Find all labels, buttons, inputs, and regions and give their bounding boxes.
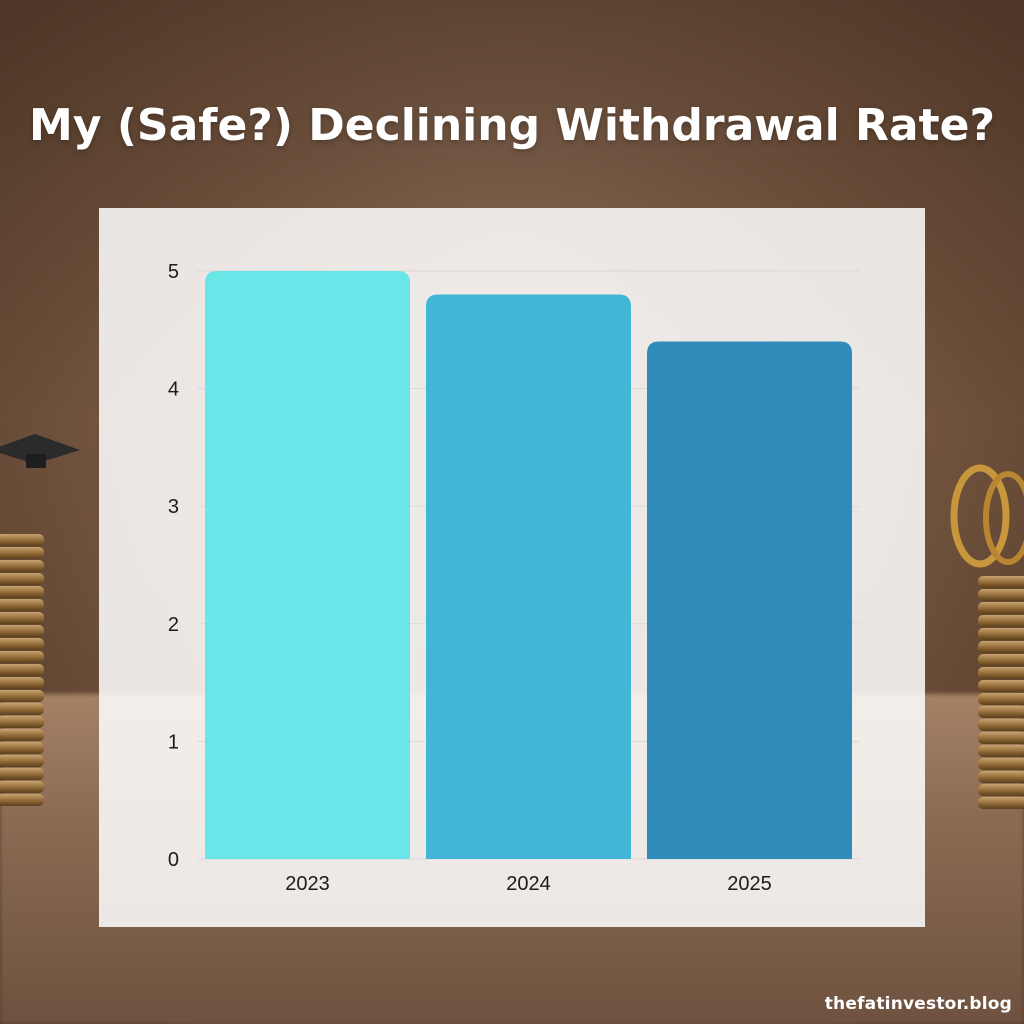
coin bbox=[0, 755, 44, 767]
coin bbox=[0, 781, 44, 793]
coin bbox=[0, 651, 44, 663]
coin bbox=[0, 547, 44, 559]
y-tick-label: 0 bbox=[168, 849, 179, 871]
y-tick-label: 3 bbox=[168, 496, 179, 518]
coin bbox=[978, 732, 1024, 744]
coin-stack-left bbox=[0, 534, 44, 807]
coin bbox=[978, 589, 1024, 601]
coin bbox=[978, 784, 1024, 796]
bar-2023 bbox=[205, 271, 410, 859]
graduation-cap-icon bbox=[0, 434, 80, 468]
coin-stack-right bbox=[978, 576, 1024, 810]
coin bbox=[978, 576, 1024, 588]
chart-panel: 0 1 2 3 4 5 2023 2024 2025 bbox=[99, 208, 925, 927]
x-tick-label: 2025 bbox=[727, 873, 772, 895]
coin bbox=[0, 534, 44, 546]
coin bbox=[978, 680, 1024, 692]
coin bbox=[978, 615, 1024, 627]
x-tick-label: 2024 bbox=[506, 873, 551, 895]
coin bbox=[978, 654, 1024, 666]
coin bbox=[0, 703, 44, 715]
coin bbox=[0, 677, 44, 689]
coin bbox=[978, 797, 1024, 809]
coin bbox=[0, 573, 44, 585]
coin bbox=[978, 628, 1024, 640]
coin bbox=[978, 667, 1024, 679]
coin bbox=[978, 641, 1024, 653]
coin bbox=[0, 638, 44, 650]
y-tick-label: 4 bbox=[168, 379, 179, 401]
coin bbox=[0, 586, 44, 598]
wedding-rings-icon bbox=[950, 464, 1024, 568]
coin bbox=[0, 716, 44, 728]
coin bbox=[978, 745, 1024, 757]
coin bbox=[978, 602, 1024, 614]
y-tick-label: 2 bbox=[168, 614, 179, 636]
coin bbox=[0, 625, 44, 637]
y-tick-label: 1 bbox=[168, 731, 179, 753]
coin bbox=[978, 771, 1024, 783]
coin bbox=[0, 612, 44, 624]
bar-2024 bbox=[426, 294, 631, 859]
coin bbox=[0, 729, 44, 741]
coin bbox=[978, 758, 1024, 770]
coin bbox=[978, 706, 1024, 718]
coin bbox=[0, 690, 44, 702]
watermark: thefatinvestor.blog bbox=[824, 994, 1012, 1014]
bar-chart: 0 1 2 3 4 5 2023 2024 2025 bbox=[168, 261, 860, 895]
coin bbox=[0, 768, 44, 780]
coin bbox=[978, 719, 1024, 731]
coin bbox=[0, 664, 44, 676]
page-title: My (Safe?) Declining Withdrawal Rate? bbox=[29, 100, 995, 151]
y-tick-label: 5 bbox=[168, 261, 179, 283]
coin bbox=[0, 794, 44, 806]
coin bbox=[0, 599, 44, 611]
bar-2025 bbox=[647, 341, 852, 859]
coin bbox=[978, 693, 1024, 705]
x-tick-label: 2023 bbox=[285, 873, 330, 895]
coin bbox=[0, 742, 44, 754]
coin bbox=[0, 560, 44, 572]
